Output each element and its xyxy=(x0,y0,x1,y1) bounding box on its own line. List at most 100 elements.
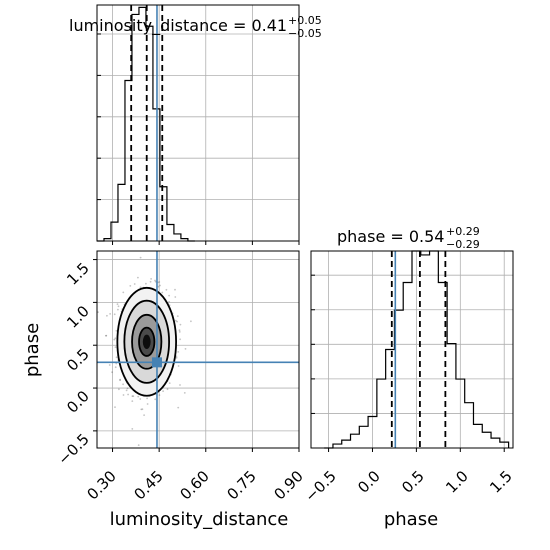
gridlines xyxy=(97,5,300,241)
sample-point xyxy=(122,383,124,386)
sample-point xyxy=(127,393,129,396)
sample-point xyxy=(131,400,134,402)
y-tick-label: 0.0 xyxy=(63,387,93,417)
y-tick-label: 1.0 xyxy=(63,302,93,332)
sample-point xyxy=(117,308,119,311)
sample-point xyxy=(175,356,178,359)
sample-point xyxy=(190,320,192,323)
panel-title-plus: +0.29 xyxy=(446,225,480,238)
sample-point xyxy=(176,315,179,317)
panel-title-plus: +0.05 xyxy=(288,14,322,27)
sample-point xyxy=(146,403,149,405)
sample-point xyxy=(146,397,149,400)
density-contours xyxy=(116,286,177,397)
sample-point xyxy=(139,256,142,259)
panel-title-main: phase = 0.54 xyxy=(337,227,444,246)
sample-point xyxy=(139,286,142,289)
sample-point xyxy=(174,288,176,291)
sample-point xyxy=(129,285,132,287)
sample-point xyxy=(159,284,161,287)
sample-point xyxy=(132,395,135,397)
sample-point xyxy=(183,392,186,394)
sample-point xyxy=(176,320,179,323)
x-tick-label: 1.5 xyxy=(486,467,516,497)
sample-point xyxy=(179,338,182,341)
panel-title-minus: −0.05 xyxy=(288,27,322,40)
tick-marks xyxy=(311,274,505,452)
sample-point xyxy=(154,398,157,401)
sample-point xyxy=(184,348,187,350)
sample-point xyxy=(178,331,181,333)
x-tick-label: 0.60 xyxy=(176,467,212,503)
sample-point xyxy=(149,280,152,283)
sample-point xyxy=(158,281,161,283)
sample-point xyxy=(133,283,136,285)
sample-point xyxy=(158,394,161,396)
sample-point xyxy=(154,279,156,282)
sample-point xyxy=(168,294,171,297)
x-tick-label: 0.45 xyxy=(130,467,166,503)
sample-point xyxy=(140,408,143,411)
x-tick-label: 0.0 xyxy=(354,467,384,497)
sample-point xyxy=(143,414,146,416)
sample-point xyxy=(105,334,107,337)
sample-point xyxy=(162,390,165,392)
sample-point xyxy=(139,398,142,400)
sample-point xyxy=(168,382,171,384)
truth-marker xyxy=(151,357,162,368)
sample-point xyxy=(154,280,157,283)
x-tick-label: 0.30 xyxy=(83,467,119,503)
tick-marks xyxy=(93,259,300,452)
sample-point xyxy=(108,364,111,366)
sample-point xyxy=(131,395,134,397)
sample-point xyxy=(97,311,99,313)
sample-point xyxy=(105,334,108,337)
sample-point xyxy=(157,285,160,288)
sample-point xyxy=(179,323,182,326)
sample-point xyxy=(141,408,144,411)
truth-markers xyxy=(97,251,299,448)
x-axis-label: luminosity_distance xyxy=(110,509,289,530)
sample-point xyxy=(168,300,171,303)
sample-point xyxy=(118,388,120,391)
sample-point xyxy=(111,371,113,374)
sample-point xyxy=(177,406,180,409)
sample-point xyxy=(117,305,120,308)
sample-point xyxy=(177,351,180,353)
sample-point xyxy=(114,366,117,369)
x-tick-label: 1.0 xyxy=(442,467,472,497)
sample-point xyxy=(126,387,129,390)
x-tick-label: −0.5 xyxy=(301,467,339,505)
x-axis-label: phase xyxy=(384,509,438,530)
sample-point xyxy=(178,329,181,332)
histogram-marks xyxy=(97,5,195,242)
panel-title-minus: −0.29 xyxy=(446,238,480,251)
sample-point xyxy=(166,388,169,391)
sample-point xyxy=(115,356,118,359)
y-axis-label: phase xyxy=(22,323,43,377)
y-tick-label: 0.5 xyxy=(63,345,93,375)
sample-point xyxy=(122,291,125,294)
sample-point xyxy=(109,313,111,315)
sample-point xyxy=(114,337,117,340)
sample-point xyxy=(113,313,116,316)
panel-2d-density: 0.30 0.45 0.60 0.75 0.90 −0.5 0.0 0.5 1.… xyxy=(22,250,307,530)
panel-title-main: luminosity_distance = 0.41 xyxy=(69,16,287,36)
x-tick-label: 0.75 xyxy=(223,467,259,503)
panel-phase-histogram: phase = 0.54 +0.29 −0.29 −0.5 0.0 0.5 1.… xyxy=(301,225,515,530)
sample-point xyxy=(122,394,125,396)
sample-point xyxy=(177,365,180,367)
histogram-marks xyxy=(324,250,510,449)
sample-point xyxy=(174,296,177,298)
sample-point xyxy=(137,276,139,279)
sample-point xyxy=(179,384,181,386)
x-tick-label: 0.5 xyxy=(398,467,428,497)
sample-point xyxy=(175,319,177,322)
x-tick-label: 0.90 xyxy=(270,467,306,503)
panel-frame xyxy=(96,4,300,242)
sample-point xyxy=(137,444,140,446)
sample-point xyxy=(114,406,116,408)
sample-point xyxy=(161,291,164,294)
sample-point xyxy=(113,338,116,341)
